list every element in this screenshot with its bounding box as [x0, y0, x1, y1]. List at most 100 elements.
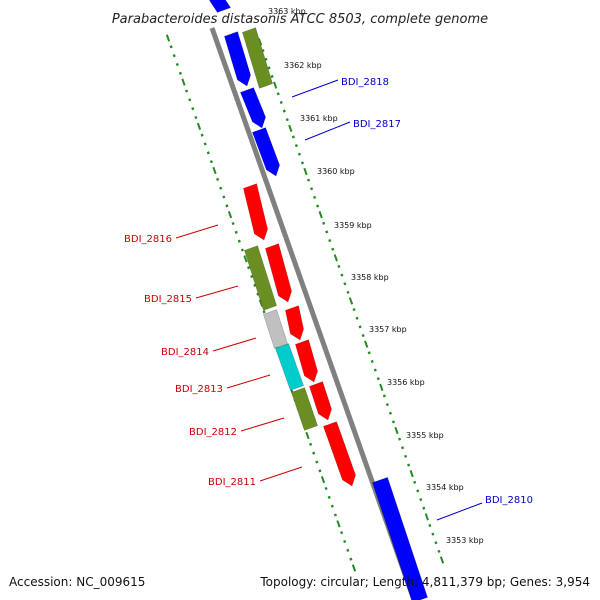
plus-tick-mark	[318, 211, 323, 219]
plus-strand-tick-track	[257, 38, 445, 564]
plus-tick-mark	[434, 541, 438, 545]
plus-tick-mark	[409, 470, 414, 478]
kbp-label: 3355 kbp	[406, 431, 444, 440]
gene-bdi-2815	[244, 245, 277, 311]
plus-tick-mark	[333, 254, 338, 262]
gene-bdi-2810	[372, 476, 428, 600]
gene-label-plus: BDI_2818	[341, 77, 389, 88]
gene-label-minus: BDI_2816	[124, 234, 172, 245]
minus-tick-mark	[169, 45, 173, 49]
kbp-label: 3358 kbp	[351, 273, 389, 282]
minus-tick-mark	[225, 204, 229, 208]
kbp-label: 3362 kbp	[284, 61, 322, 70]
gene-plus	[208, 0, 232, 13]
plus-tick-mark	[439, 556, 445, 564]
plus-tick-mark	[343, 282, 347, 286]
minus-tick-mark	[324, 486, 328, 491]
minus-tick-mark	[200, 133, 204, 137]
gene-bdi-2816	[243, 183, 268, 241]
minus-tick-mark	[309, 442, 313, 446]
plus-tick-mark	[424, 513, 429, 521]
kbp-label: 3354 kbp	[426, 483, 464, 492]
gene-label-minus: BDI_2814	[161, 347, 209, 358]
minus-tick-mark	[219, 186, 223, 190]
gene-minus	[309, 381, 332, 421]
minus-tick-mark	[336, 520, 341, 528]
minus-tick-mark	[216, 177, 220, 181]
gene-label-plus: BDI_2817	[353, 119, 401, 130]
minus-tick-mark	[175, 62, 179, 67]
minus-tick-mark	[340, 531, 344, 535]
kbp-label: 3357 kbp	[369, 325, 407, 334]
kbp-scale-labels: 3363 kbp 3362 kbp 3361 kbp 3360 kbp 3359 kbp…	[268, 7, 484, 545]
gene-bdi-2811	[323, 421, 356, 487]
minus-tick-mark	[222, 195, 226, 199]
gene-label-plus: BDI_2810	[485, 495, 533, 506]
plus-tick-mark	[331, 247, 335, 251]
plus-tick-mark	[367, 351, 371, 355]
plus-tick-mark	[437, 549, 441, 553]
minus-tick-mark	[333, 513, 337, 517]
plus-tick-mark	[352, 308, 356, 312]
plus-tick-mark	[276, 92, 280, 96]
gene-label-minus: BDI_2812	[189, 427, 237, 438]
gene-olive	[242, 27, 273, 89]
minus-tick-mark	[191, 107, 195, 111]
minus-tick-mark	[343, 539, 347, 544]
minus-tick-mark	[349, 557, 353, 561]
minus-tick-mark	[165, 34, 171, 42]
plus-tick-mark	[370, 359, 374, 363]
minus-tick-mark	[305, 431, 310, 440]
leader-line	[304, 121, 351, 141]
minus-tick-mark	[262, 310, 266, 314]
minus-tick-mark	[203, 142, 207, 146]
plus-tick-mark	[313, 195, 317, 199]
plus-tick-mark	[404, 454, 408, 458]
genome-title: Parabacteroides distasonis ATCC 8503, co…	[112, 12, 488, 27]
plus-tick-mark	[340, 273, 344, 277]
minus-tick-mark	[188, 98, 192, 102]
topology-text: Topology: circular; Length: 4,811,379 bp…	[259, 575, 590, 589]
plus-tick-mark	[337, 264, 341, 268]
minus-tick-mark	[327, 495, 331, 499]
minus-tick-mark	[196, 122, 202, 130]
gene-label-minus: BDI_2811	[208, 477, 256, 488]
plus-tick-mark	[322, 221, 326, 225]
gene-labels: BDI_2818 BDI_2817 BDI_2810 BDI_2816 BDI_2815…	[124, 77, 533, 521]
plus-tick-mark	[416, 489, 420, 493]
minus-tick-mark	[194, 115, 198, 120]
minus-tick-mark	[227, 211, 233, 219]
minus-tick-mark	[318, 469, 322, 473]
plus-tick-mark	[291, 135, 295, 139]
plus-tick-mark	[303, 167, 308, 176]
plus-tick-mark	[373, 368, 377, 372]
kbp-label: 3363 kbp	[268, 7, 306, 16]
gene-bdi-2813	[275, 343, 304, 391]
minus-tick-mark	[234, 230, 238, 234]
minus-tick-mark	[250, 274, 254, 279]
minus-tick-mark	[247, 266, 251, 270]
minus-tick-mark	[209, 160, 213, 164]
plus-tick-mark	[316, 204, 320, 208]
leader-line	[212, 337, 257, 352]
kbp-label: 3361 kbp	[300, 114, 338, 123]
gene-label-minus: BDI_2813	[175, 384, 223, 395]
plus-tick-mark	[288, 124, 293, 132]
plus-tick-mark	[407, 463, 411, 467]
plus-tick-mark	[401, 446, 405, 450]
leader-line	[195, 285, 239, 299]
minus-tick-mark	[346, 548, 350, 552]
minus-tick-mark	[172, 54, 176, 58]
minus-tick-mark	[237, 239, 241, 243]
minus-tick-mark	[240, 248, 244, 252]
minus-tick-mark	[253, 283, 257, 287]
kbp-label: 3360 kbp	[317, 167, 355, 176]
plus-tick-mark	[355, 316, 359, 320]
leader-line	[436, 502, 483, 521]
plus-tick-mark	[379, 383, 384, 391]
plus-tick-mark	[279, 100, 283, 104]
plus-tick-mark	[382, 394, 386, 398]
plus-tick-mark	[328, 239, 332, 243]
leader-line	[240, 417, 285, 432]
gene-minus	[265, 243, 292, 303]
